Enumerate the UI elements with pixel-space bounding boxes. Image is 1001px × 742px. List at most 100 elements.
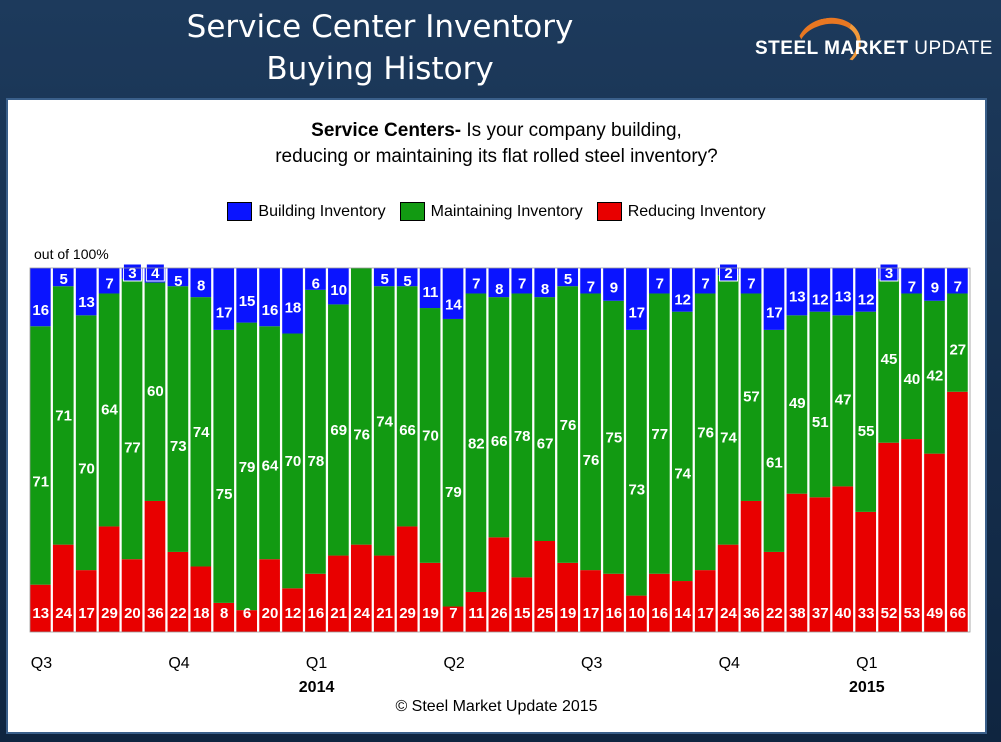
- bar-maintaining: [305, 289, 327, 574]
- plot-frame: [29, 267, 971, 633]
- bar-maintaining: [626, 329, 648, 596]
- legend-item-reducing: Reducing Inventory: [596, 202, 766, 221]
- data-label-reducing: 66: [949, 605, 966, 622]
- data-label-reducing: 53: [904, 605, 921, 622]
- bar-reducing: [396, 526, 419, 632]
- bar-maintaining: [328, 304, 350, 556]
- data-label-building: 7: [656, 275, 664, 292]
- question-line-2: reducing or maintaining its flat rolled …: [275, 146, 718, 167]
- bar-reducing: [603, 573, 625, 632]
- data-label-building: 16: [262, 302, 279, 319]
- data-label-reducing: 38: [789, 605, 806, 622]
- data-label-building: 5: [380, 271, 388, 288]
- data-label-maintaining: 27: [949, 341, 966, 358]
- data-label-building: 10: [330, 282, 347, 299]
- bar-building: [557, 268, 579, 287]
- data-label-maintaining: 74: [376, 413, 393, 430]
- bar-maintaining: [832, 315, 854, 487]
- data-label-reducing: 21: [330, 605, 347, 622]
- data-label-building: 15: [239, 293, 256, 310]
- bar-reducing: [213, 602, 235, 632]
- data-label-maintaining: 73: [628, 482, 645, 499]
- legend-label-maintaining: Maintaining Inventory: [430, 202, 583, 220]
- bar-building: [809, 268, 831, 312]
- data-label-reducing: 40: [835, 605, 852, 622]
- data-label-reducing: 29: [101, 605, 118, 622]
- bar-building: [649, 268, 671, 294]
- scale-note: out of 100%: [34, 246, 109, 262]
- data-label-reducing: 17: [697, 605, 714, 622]
- title-line-1: Service Center Inventory: [186, 9, 574, 45]
- bar-maintaining: [763, 329, 786, 552]
- bar-building: [373, 268, 396, 287]
- bar-building: [167, 268, 189, 287]
- data-label-reducing: 25: [537, 605, 554, 622]
- bar-reducing: [442, 606, 465, 632]
- bar-building: [52, 268, 75, 287]
- bar-reducing: [901, 439, 923, 632]
- x-tick-label: Q3: [31, 655, 52, 672]
- bar-reducing: [419, 562, 442, 632]
- bar-reducing: [75, 570, 98, 632]
- data-label-maintaining: 78: [307, 453, 324, 470]
- data-label-maintaining: 79: [239, 459, 256, 476]
- data-label-reducing: 13: [32, 605, 49, 622]
- bar-reducing: [580, 570, 602, 632]
- bar-maintaining: [534, 297, 556, 541]
- bar-reducing: [832, 486, 854, 632]
- data-label-reducing: 7: [449, 605, 457, 622]
- data-label-reducing: 16: [651, 605, 668, 622]
- bar-building: [328, 268, 350, 305]
- bar-building: [855, 268, 877, 312]
- bar-maintaining: [488, 297, 510, 538]
- bar-maintaining: [924, 300, 946, 454]
- bar-maintaining: [717, 275, 740, 545]
- x-tick-label: Q4: [719, 655, 740, 672]
- data-label-reducing: 6: [243, 605, 251, 622]
- bar-building: [786, 268, 809, 316]
- legend-label-reducing: Reducing Inventory: [627, 202, 766, 220]
- data-label-building: 13: [78, 294, 95, 311]
- bar-building: [534, 268, 556, 298]
- data-label-building: 5: [564, 271, 572, 288]
- data-label-maintaining: 70: [78, 460, 95, 477]
- data-label-maintaining: 76: [353, 427, 370, 444]
- bar-building: [603, 268, 625, 301]
- bar-reducing: [649, 573, 671, 632]
- bar-reducing: [717, 544, 740, 632]
- data-label-reducing: 22: [170, 605, 187, 622]
- data-label-maintaining: 74: [720, 429, 737, 446]
- data-label-maintaining: 77: [651, 426, 668, 443]
- data-label-reducing: 36: [743, 605, 760, 622]
- data-label-reducing: 29: [399, 605, 416, 622]
- data-label-building: 7: [105, 275, 113, 292]
- data-label-building: 16: [32, 302, 49, 319]
- bar-building: [236, 268, 258, 323]
- question-lead: Service Centers-: [311, 120, 462, 141]
- bar-reducing: [259, 559, 281, 632]
- data-label-reducing: 16: [606, 605, 623, 622]
- data-label-maintaining: 70: [285, 453, 302, 470]
- bar-reducing: [465, 591, 488, 632]
- data-label-maintaining: 61: [766, 455, 783, 472]
- data-label-reducing: 17: [78, 605, 95, 622]
- data-label-maintaining: 55: [858, 423, 875, 440]
- data-label-reducing: 24: [55, 605, 72, 622]
- data-label-building: 12: [812, 291, 829, 308]
- x-tick-label: Q1: [856, 655, 877, 672]
- bar-reducing: [350, 544, 373, 632]
- data-label-maintaining: 64: [101, 402, 118, 419]
- bar-reducing: [763, 551, 786, 632]
- question-line-1-rest: Is your company building,: [461, 120, 682, 141]
- data-label-building: 17: [216, 305, 233, 322]
- bar-reducing: [947, 391, 969, 632]
- bar-maintaining: [167, 286, 189, 552]
- data-label-building: 5: [59, 271, 67, 288]
- bar-reducing: [167, 551, 189, 632]
- bar-building: [396, 268, 419, 287]
- bar-building: [488, 268, 510, 298]
- bar-maintaining: [855, 311, 877, 512]
- data-label-building: 8: [197, 277, 205, 294]
- data-label-maintaining: 74: [193, 424, 210, 441]
- bar-maintaining: [236, 322, 258, 611]
